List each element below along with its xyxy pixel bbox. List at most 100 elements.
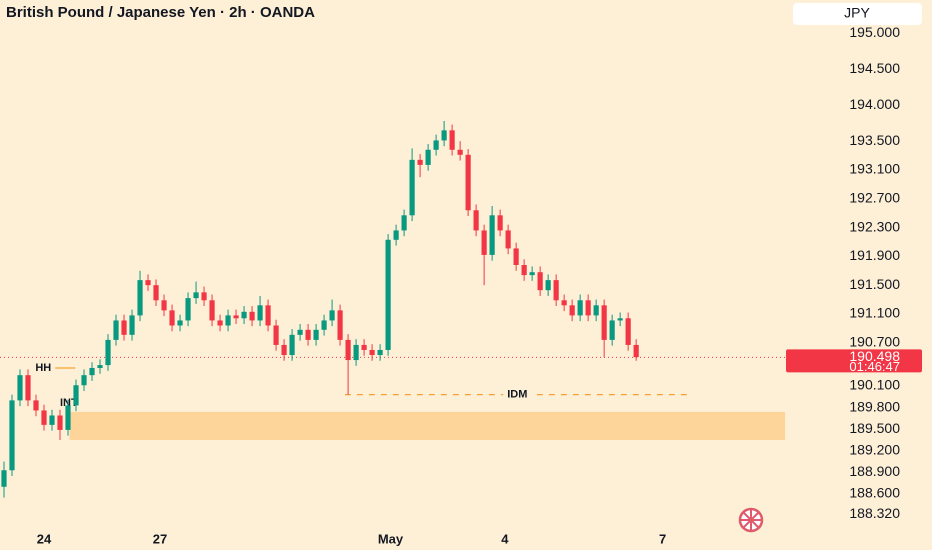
x-tick-label: 24 bbox=[37, 531, 52, 546]
y-tick-label: 190.700 bbox=[849, 333, 900, 349]
candle-body bbox=[529, 272, 535, 276]
candle-body bbox=[433, 140, 439, 150]
candle-body bbox=[481, 230, 487, 255]
candle-body bbox=[257, 305, 263, 321]
candle-body bbox=[377, 349, 383, 356]
y-tick-label: 188.320 bbox=[849, 505, 900, 521]
candle-body bbox=[593, 305, 599, 316]
candle-body bbox=[289, 334, 295, 356]
x-tick-label: May bbox=[378, 531, 404, 546]
candle-body bbox=[609, 320, 615, 340]
candle-body bbox=[497, 215, 503, 231]
candle-body bbox=[209, 300, 215, 321]
y-tick-label: 194.500 bbox=[849, 60, 900, 76]
candle-body bbox=[561, 300, 567, 306]
x-tick-label: 4 bbox=[501, 531, 509, 546]
candle-body bbox=[505, 230, 511, 249]
candle-body bbox=[1, 470, 7, 487]
candle-body bbox=[465, 154, 471, 211]
candle-body bbox=[425, 149, 431, 165]
chart-title: British Pound / Japanese Yen · 2h · OAND… bbox=[6, 4, 315, 21]
currency-box[interactable] bbox=[793, 3, 922, 25]
y-tick-label: 192.300 bbox=[849, 218, 900, 234]
x-tick-label: 7 bbox=[659, 531, 666, 546]
candle-body bbox=[89, 367, 95, 376]
candle-body bbox=[145, 280, 151, 286]
candle-body bbox=[25, 375, 31, 401]
candle-body bbox=[353, 344, 359, 361]
candle-body bbox=[17, 375, 23, 401]
y-tick-label: 192.700 bbox=[849, 189, 900, 205]
candle-body bbox=[545, 280, 551, 291]
candle-body bbox=[321, 320, 327, 330]
candle-body bbox=[553, 280, 559, 301]
candle-body bbox=[625, 318, 631, 345]
candle-body bbox=[281, 344, 287, 356]
candle-body bbox=[201, 292, 207, 301]
candle-body bbox=[233, 315, 239, 319]
candle-body bbox=[241, 311, 247, 319]
candle-body bbox=[185, 298, 191, 321]
candle-body bbox=[57, 415, 63, 430]
currency[interactable]: JPY bbox=[844, 5, 870, 21]
candle-body bbox=[161, 300, 167, 311]
candle-body bbox=[217, 320, 223, 326]
candle-body bbox=[297, 329, 303, 335]
candle-body bbox=[345, 339, 351, 361]
candle-body bbox=[137, 280, 143, 316]
candle-body bbox=[409, 159, 415, 216]
y-tick-label: 190.100 bbox=[849, 377, 900, 393]
candle-body bbox=[121, 320, 127, 335]
candle-body bbox=[633, 344, 639, 358]
y-tick-label: 189.200 bbox=[849, 441, 900, 457]
level-label: HH bbox=[35, 362, 51, 374]
candle-body bbox=[177, 320, 183, 326]
y-tick-label: 195.000 bbox=[849, 24, 900, 40]
y-tick-label: 188.900 bbox=[849, 463, 900, 479]
candle-body bbox=[337, 310, 343, 340]
x-tick-label: 27 bbox=[153, 531, 167, 546]
candle-body bbox=[129, 315, 135, 335]
y-tick-label: 188.600 bbox=[849, 485, 900, 501]
y-tick-label: 191.900 bbox=[849, 247, 900, 263]
candle-body bbox=[33, 400, 39, 411]
candle-body bbox=[401, 215, 407, 231]
y-tick-label: 193.100 bbox=[849, 161, 900, 177]
candle-body bbox=[153, 285, 159, 301]
zone bbox=[69, 411, 785, 440]
last-price-label: 190.498 bbox=[849, 348, 900, 364]
flag-icon[interactable] bbox=[738, 507, 764, 533]
candle-body bbox=[585, 300, 591, 316]
candle-body bbox=[393, 230, 399, 240]
candle-body bbox=[369, 349, 375, 356]
candle-body bbox=[105, 339, 111, 366]
candle-body bbox=[49, 415, 55, 425]
candle-body bbox=[449, 130, 455, 150]
y-tick-label: 189.800 bbox=[849, 398, 900, 414]
candle-body bbox=[489, 215, 495, 255]
candle-body bbox=[457, 149, 463, 155]
candle-body bbox=[537, 272, 543, 291]
countdown: 01:46:47 bbox=[849, 359, 900, 374]
y-tick-label: 193.500 bbox=[849, 132, 900, 148]
candle-body bbox=[617, 318, 623, 321]
y-tick-label: 189.500 bbox=[849, 420, 900, 436]
candle-body bbox=[249, 311, 255, 321]
candle-body bbox=[41, 410, 47, 425]
level-label: IDM bbox=[507, 389, 527, 401]
last-price-box bbox=[786, 349, 922, 373]
candle-body bbox=[97, 365, 103, 368]
candle-body bbox=[601, 305, 607, 340]
candle-body bbox=[361, 344, 367, 350]
candle-body bbox=[113, 320, 119, 340]
candle-body bbox=[329, 310, 335, 321]
candle-body bbox=[313, 329, 319, 340]
level-label-bg bbox=[503, 388, 532, 401]
candle-body bbox=[417, 159, 423, 165]
y-tick-label: 191.100 bbox=[849, 305, 900, 321]
candle-body bbox=[273, 325, 279, 345]
candle-body bbox=[9, 400, 15, 471]
y-tick-label: 191.500 bbox=[849, 276, 900, 292]
